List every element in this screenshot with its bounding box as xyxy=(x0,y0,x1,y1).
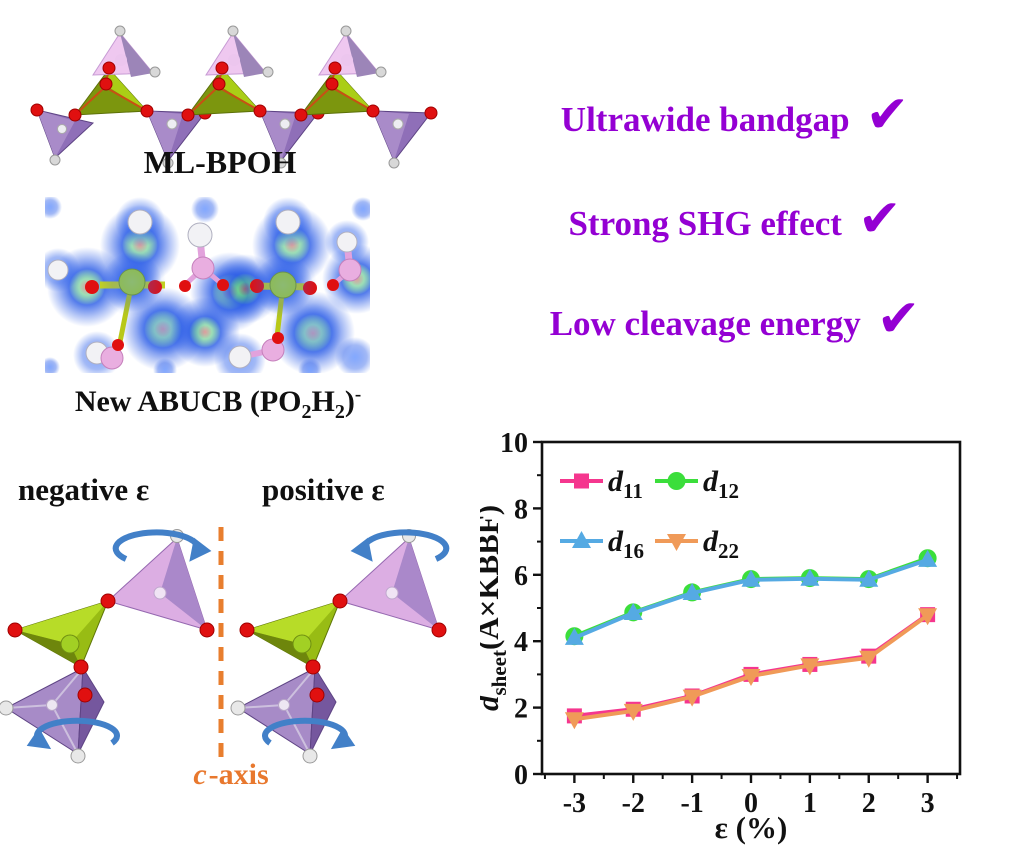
electron-density-figure xyxy=(45,197,370,373)
rotation-arrow-icon xyxy=(350,529,450,562)
x-tick-label: 2 xyxy=(862,788,876,819)
rotation-arrow-icon xyxy=(112,529,212,562)
svg-text:d11: d11 xyxy=(608,465,643,503)
x-axis-label: ε (%) xyxy=(715,810,788,845)
legend-item-d16: d16 xyxy=(560,525,644,563)
feature-ultrawide-bandgap: Ultrawide bandgap ✔ xyxy=(505,89,965,142)
feature-strong-shg-effect: Strong SHG effect ✔ xyxy=(505,193,965,246)
svg-text:d12: d12 xyxy=(703,465,739,503)
positive-strain-label: positive ε xyxy=(262,472,385,507)
y-tick-label: 0 xyxy=(514,760,528,791)
rotation-arrow-icon xyxy=(26,717,120,750)
shg-coefficients-chart: -3 -2 -1 0 1 2 3 0 2 4 6 8 10 d11 d12 d16 d22 ε (%) dsheet… xyxy=(480,428,962,845)
y-axis-label: dsheet(Å×KBBF) xyxy=(480,505,511,711)
y-tick-label: 4 xyxy=(514,627,528,658)
negative-strain-label: negative ε xyxy=(18,472,150,507)
series-d12 xyxy=(565,549,937,646)
feature-label: Ultrawide bandgap xyxy=(560,100,850,139)
y-tick-label: 6 xyxy=(514,561,528,592)
abucb-label-text: New ABUCB (PO xyxy=(74,385,302,418)
abucb-label: New ABUCB (PO2H2)- xyxy=(74,384,362,423)
x-tick-label: -3 xyxy=(563,788,586,819)
check-icon: ✔ xyxy=(876,289,921,349)
c-axis-label: c-axis xyxy=(193,758,269,791)
x-tick-label: -2 xyxy=(622,788,645,819)
rotation-arrow-icon xyxy=(262,717,356,750)
check-icon: ✔ xyxy=(857,189,902,249)
series-d11 xyxy=(566,607,936,724)
check-icon: ✔ xyxy=(865,85,910,145)
feature-label: Low cleavage energy xyxy=(549,304,861,343)
x-tick-label: 1 xyxy=(803,788,817,819)
legend-item-d22: d22 xyxy=(655,525,739,563)
x-tick-label: 3 xyxy=(921,788,935,819)
series-d16 xyxy=(564,549,938,645)
x-tick-label: -1 xyxy=(680,788,703,819)
feature-low-cleavage-energy: Low cleavage energy ✔ xyxy=(505,293,965,346)
series-d22 xyxy=(564,608,938,730)
charge-density-overlay xyxy=(98,248,341,359)
y-tick-label: 8 xyxy=(514,494,528,525)
strain-rotation-figure xyxy=(0,527,450,765)
y-tick-label: 10 xyxy=(500,428,528,459)
legend-item-d11: d11 xyxy=(560,465,643,503)
feature-label: Strong SHG effect xyxy=(568,204,842,243)
plot-frame xyxy=(540,440,962,776)
ml-bpoh-label: ML-BPOH xyxy=(143,144,297,180)
svg-text:d22: d22 xyxy=(703,525,739,563)
ml-bpoh-structure-figure xyxy=(30,25,438,169)
y-tick-label: 2 xyxy=(514,694,528,725)
svg-text:d16: d16 xyxy=(608,525,644,563)
legend-item-d12: d12 xyxy=(655,465,739,503)
x-tick-label: 0 xyxy=(744,788,758,819)
